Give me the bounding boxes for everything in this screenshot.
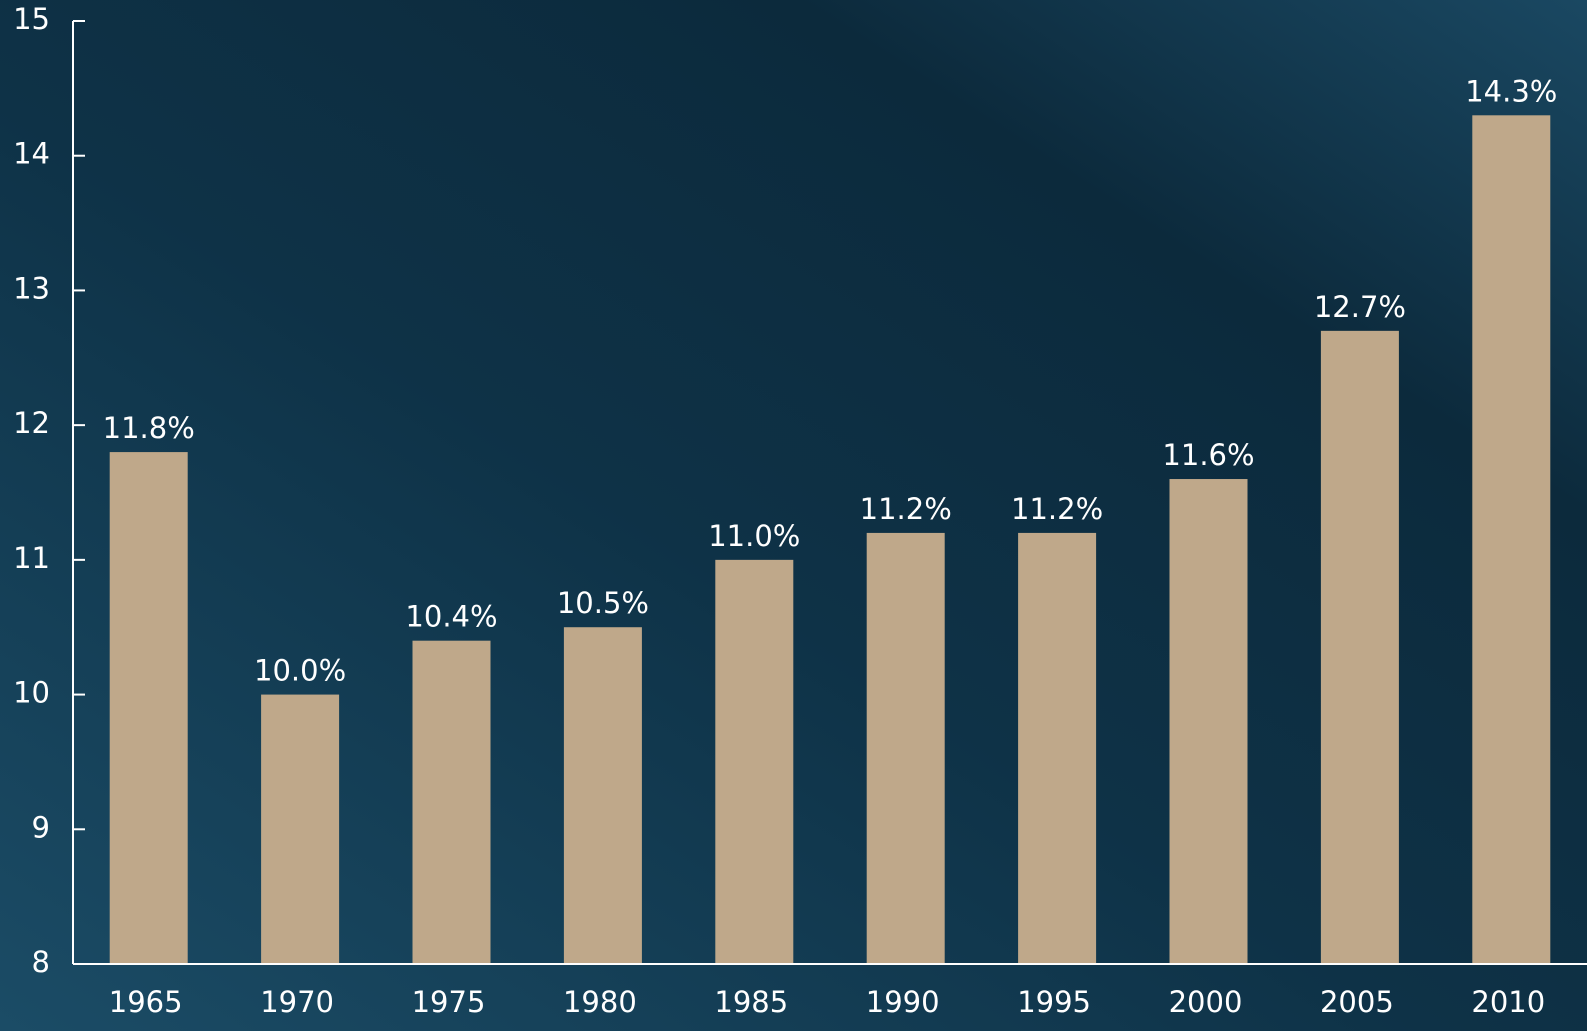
y-tick-label: 11 (13, 541, 50, 575)
value-label: 14.3% (1465, 74, 1557, 108)
y-tick-label: 13 (13, 271, 50, 305)
bar (1169, 479, 1248, 964)
value-label: 11.2% (860, 492, 952, 526)
y-tick-label: 9 (32, 810, 50, 844)
bar (1320, 330, 1399, 964)
x-tick-label: 1985 (714, 985, 788, 1019)
value-label: 11.0% (708, 519, 800, 553)
bar (109, 452, 188, 964)
bar (866, 532, 945, 964)
bar (563, 627, 642, 964)
x-tick-label: 1965 (109, 985, 183, 1019)
value-label: 10.4% (405, 600, 497, 634)
x-tick-label: 2010 (1471, 985, 1545, 1019)
bar (1472, 115, 1551, 965)
x-tick-label: 1980 (563, 985, 637, 1019)
x-tick-label: 2000 (1169, 985, 1243, 1019)
value-label: 11.2% (1011, 492, 1103, 526)
x-tick-label: 1975 (412, 985, 486, 1019)
bar (261, 694, 340, 964)
y-tick-label: 10 (13, 676, 50, 710)
value-label: 11.6% (1162, 438, 1254, 472)
x-tick-label: 2005 (1320, 985, 1394, 1019)
value-label: 10.5% (557, 586, 649, 620)
y-tick-label: 15 (13, 2, 50, 36)
y-tick-label: 14 (13, 137, 50, 171)
y-tick-label: 8 (32, 945, 50, 979)
value-label: 10.0% (254, 654, 346, 688)
x-tick-label: 1995 (1017, 985, 1091, 1019)
x-tick-label: 1970 (260, 985, 334, 1019)
bar (1018, 532, 1097, 964)
bar (715, 559, 794, 964)
y-tick-label: 12 (13, 406, 50, 440)
value-label: 11.8% (103, 411, 195, 445)
bar (412, 640, 491, 964)
x-tick-label: 1990 (866, 985, 940, 1019)
value-label: 12.7% (1314, 290, 1406, 324)
